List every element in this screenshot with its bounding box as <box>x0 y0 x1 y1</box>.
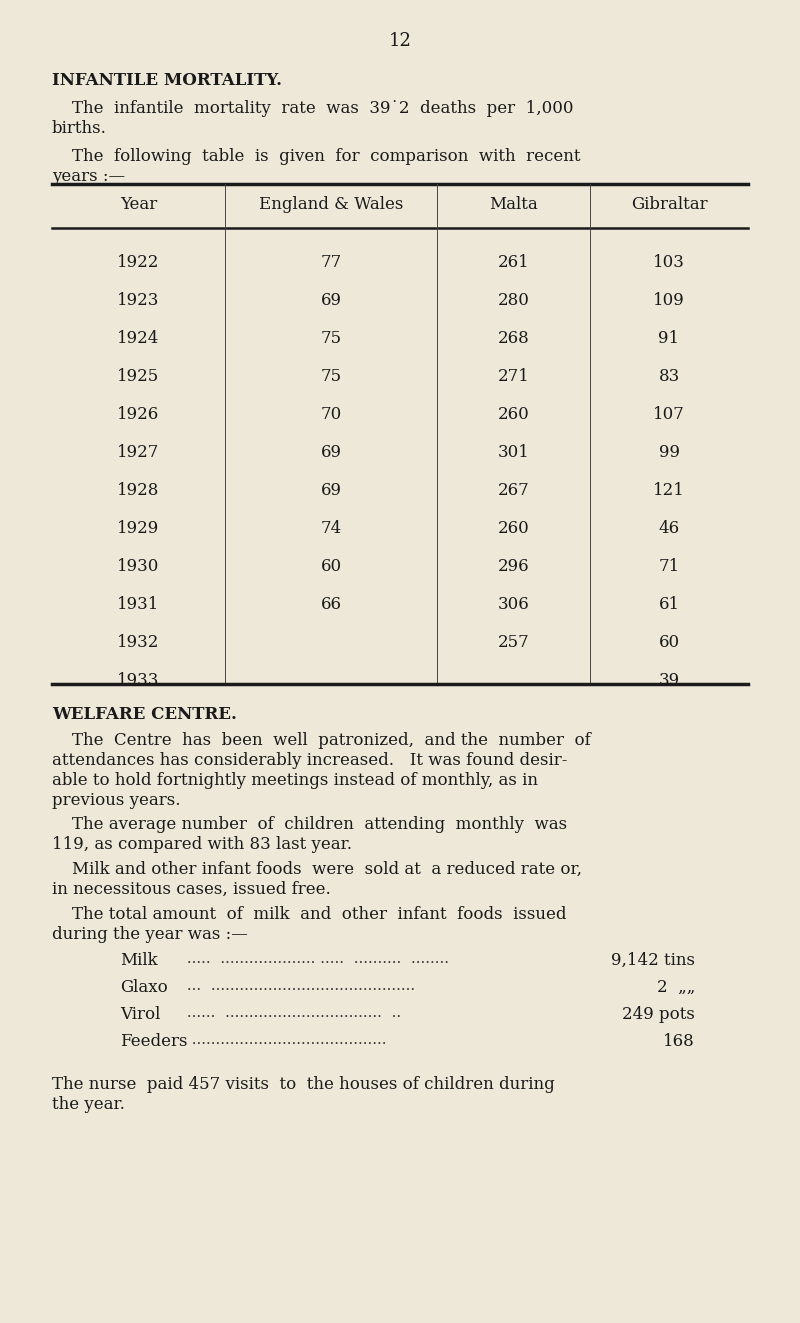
Text: 99: 99 <box>658 445 679 460</box>
Text: Malta: Malta <box>489 196 538 213</box>
Text: INFANTILE MORTALITY.: INFANTILE MORTALITY. <box>52 71 282 89</box>
Text: 69: 69 <box>321 292 342 310</box>
Text: 1931: 1931 <box>118 595 160 613</box>
Text: 91: 91 <box>658 329 679 347</box>
Text: Milk and other infant foods  were  sold at  a reduced rate or,: Milk and other infant foods were sold at… <box>72 861 582 878</box>
Text: The  following  table  is  given  for  comparison  with  recent: The following table is given for compari… <box>72 148 581 165</box>
Text: Glaxo: Glaxo <box>120 979 168 996</box>
Text: in necessitous cases, issued free.: in necessitous cases, issued free. <box>52 881 330 898</box>
Text: 260: 260 <box>498 520 530 537</box>
Text: 12: 12 <box>389 32 411 50</box>
Text: 249 pots: 249 pots <box>622 1005 695 1023</box>
Text: years :—: years :— <box>52 168 125 185</box>
Text: The  infantile  mortality  rate  was  39˙2  deaths  per  1,000: The infantile mortality rate was 39˙2 de… <box>72 101 574 116</box>
Text: 261: 261 <box>498 254 530 271</box>
Text: The total amount  of  milk  and  other  infant  foods  issued: The total amount of milk and other infan… <box>72 906 566 923</box>
Text: 103: 103 <box>653 254 685 271</box>
Text: 77: 77 <box>320 254 342 271</box>
Text: The nurse  paid 457 visits  to  the houses of children during: The nurse paid 457 visits to the houses … <box>52 1076 554 1093</box>
Text: 60: 60 <box>658 634 679 651</box>
Text: ...  ...........................................: ... ....................................… <box>182 979 415 994</box>
Text: ......  .................................  ..: ...... .................................… <box>182 1005 401 1020</box>
Text: 46: 46 <box>658 520 679 537</box>
Text: 168: 168 <box>663 1033 695 1050</box>
Text: 1927: 1927 <box>118 445 160 460</box>
Text: during the year was :—: during the year was :— <box>52 926 248 943</box>
Text: 66: 66 <box>321 595 342 613</box>
Text: Milk: Milk <box>120 953 158 968</box>
Text: 109: 109 <box>653 292 685 310</box>
Text: 74: 74 <box>320 520 342 537</box>
Text: 1925: 1925 <box>118 368 160 385</box>
Text: attendances has considerably increased.   It was found desir-: attendances has considerably increased. … <box>52 751 567 769</box>
Text: 75: 75 <box>321 329 342 347</box>
Text: previous years.: previous years. <box>52 792 181 808</box>
Text: able to hold fortnightly meetings instead of monthly, as in: able to hold fortnightly meetings instea… <box>52 773 538 789</box>
Text: WELFARE CENTRE.: WELFARE CENTRE. <box>52 706 237 722</box>
Text: 1926: 1926 <box>118 406 160 423</box>
Text: Virol: Virol <box>120 1005 160 1023</box>
Text: 39: 39 <box>658 672 679 689</box>
Text: 75: 75 <box>321 368 342 385</box>
Text: 1924: 1924 <box>118 329 160 347</box>
Text: 260: 260 <box>498 406 530 423</box>
Text: births.: births. <box>52 120 107 138</box>
Text: 301: 301 <box>498 445 530 460</box>
Text: 61: 61 <box>658 595 679 613</box>
Text: 1928: 1928 <box>118 482 160 499</box>
Text: 306: 306 <box>498 595 530 613</box>
Text: Feeders: Feeders <box>120 1033 187 1050</box>
Text: England & Wales: England & Wales <box>259 196 403 213</box>
Text: 69: 69 <box>321 445 342 460</box>
Text: 69: 69 <box>321 482 342 499</box>
Text: 296: 296 <box>498 558 530 576</box>
Text: The average number  of  children  attending  monthly  was: The average number of children attending… <box>72 816 567 833</box>
Text: 107: 107 <box>653 406 685 423</box>
Text: 1922: 1922 <box>118 254 160 271</box>
Text: 60: 60 <box>321 558 342 576</box>
Text: 267: 267 <box>498 482 530 499</box>
Text: Gibraltar: Gibraltar <box>630 196 707 213</box>
Text: 2  „„: 2 „„ <box>657 979 695 996</box>
Text: 1930: 1930 <box>118 558 160 576</box>
Text: Year: Year <box>120 196 157 213</box>
Text: The  Centre  has  been  well  patronized,  and the  number  of: The Centre has been well patronized, and… <box>72 732 590 749</box>
Text: the year.: the year. <box>52 1095 125 1113</box>
Text: 119, as compared with 83 last year.: 119, as compared with 83 last year. <box>52 836 352 853</box>
Text: 1929: 1929 <box>118 520 160 537</box>
Text: 1933: 1933 <box>118 672 160 689</box>
Text: .........................................: ........................................… <box>182 1033 386 1046</box>
Text: 71: 71 <box>658 558 680 576</box>
Text: 1923: 1923 <box>118 292 160 310</box>
Text: 280: 280 <box>498 292 530 310</box>
Text: 268: 268 <box>498 329 530 347</box>
Text: 271: 271 <box>498 368 530 385</box>
Text: .....  .................... .....  ..........  ........: ..... .................... ..... .......… <box>182 953 449 966</box>
Text: 121: 121 <box>653 482 685 499</box>
Text: 83: 83 <box>658 368 680 385</box>
Text: 1932: 1932 <box>118 634 160 651</box>
Text: 70: 70 <box>320 406 342 423</box>
Text: 257: 257 <box>498 634 530 651</box>
Text: 9,142 tins: 9,142 tins <box>611 953 695 968</box>
